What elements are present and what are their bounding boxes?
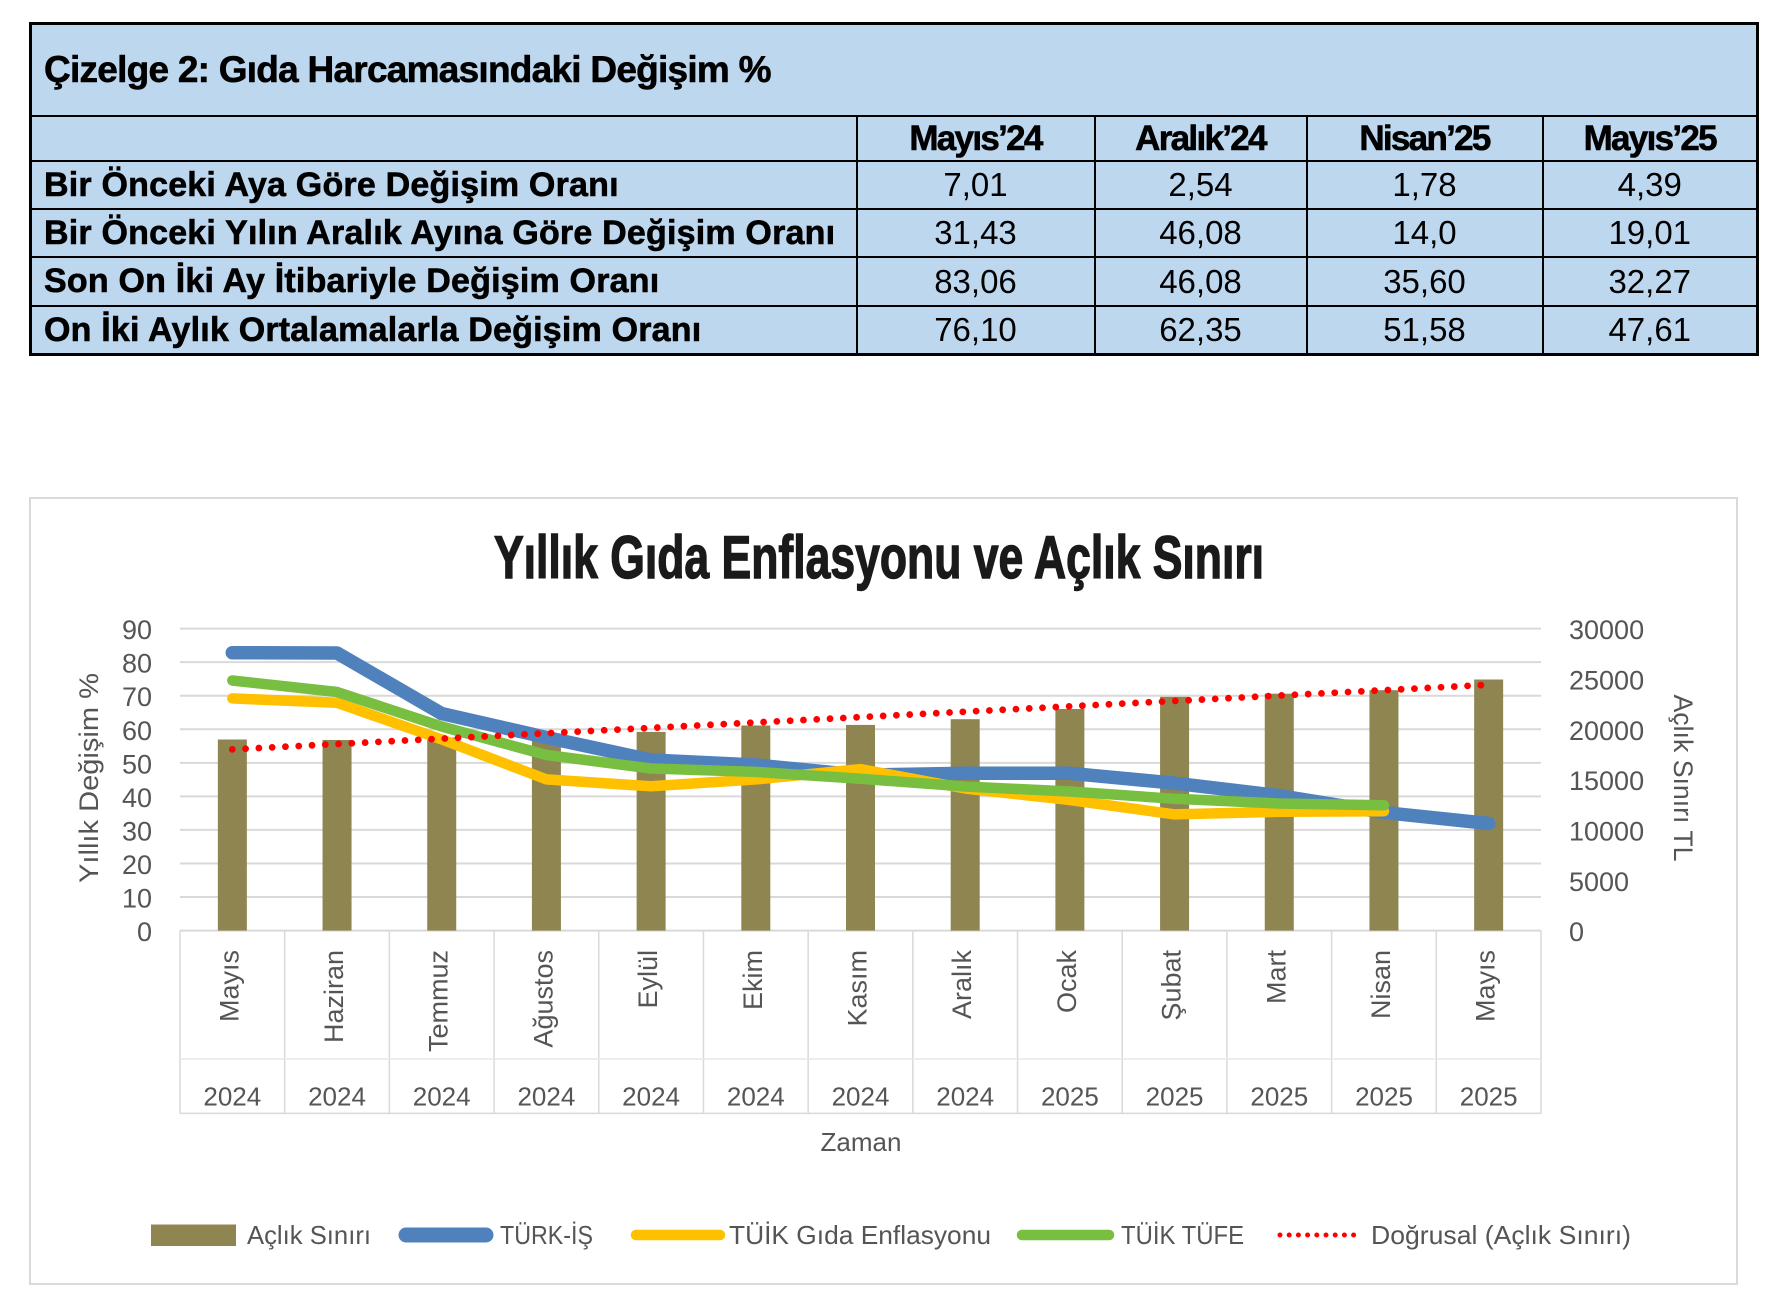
svg-text:TÜİK TÜFE: TÜİK TÜFE [1121, 1220, 1244, 1250]
svg-text:40: 40 [122, 783, 152, 813]
svg-text:TÜİK Gıda Enflasyonu: TÜİK Gıda Enflasyonu [729, 1220, 991, 1250]
svg-text:20: 20 [122, 850, 152, 880]
svg-text:Temmuz: Temmuz [424, 950, 454, 1052]
svg-text:Şubat: Şubat [1157, 950, 1187, 1021]
svg-text:Ağustos: Ağustos [528, 950, 558, 1048]
svg-text:Eylül: Eylül [633, 950, 663, 1009]
svg-text:Ekim: Ekim [738, 950, 768, 1010]
svg-text:Mayıs: Mayıs [214, 950, 244, 1022]
svg-text:Ocak: Ocak [1052, 950, 1082, 1014]
svg-text:Yıllık Gıda Enflasyonu ve Açlı: Yıllık Gıda Enflasyonu ve Açlık Sınırı [494, 524, 1264, 591]
svg-text:Nisan: Nisan [1366, 950, 1396, 1019]
svg-text:Mart: Mart [1261, 950, 1291, 1004]
svg-text:25000: 25000 [1569, 665, 1644, 695]
svg-text:15000: 15000 [1569, 766, 1644, 796]
svg-text:Yıllık Değişim %: Yıllık Değişim % [74, 673, 104, 883]
svg-text:90: 90 [122, 615, 152, 645]
svg-text:2025: 2025 [1460, 1082, 1518, 1112]
svg-text:Haziran: Haziran [319, 950, 349, 1043]
svg-text:10000: 10000 [1569, 816, 1644, 846]
svg-text:TÜRK-İŞ: TÜRK-İŞ [500, 1220, 593, 1250]
svg-text:30: 30 [122, 816, 152, 846]
svg-text:2024: 2024 [936, 1082, 994, 1112]
svg-text:10: 10 [122, 884, 152, 914]
svg-text:5000: 5000 [1569, 867, 1629, 897]
svg-text:30000: 30000 [1569, 615, 1644, 645]
svg-text:Kasım: Kasım [843, 950, 873, 1027]
svg-text:2025: 2025 [1355, 1082, 1413, 1112]
svg-text:2024: 2024 [727, 1082, 785, 1112]
svg-text:Mayıs: Mayıs [1471, 950, 1501, 1022]
svg-text:2024: 2024 [413, 1082, 471, 1112]
svg-text:2024: 2024 [517, 1082, 575, 1112]
svg-text:0: 0 [137, 917, 152, 947]
svg-text:2024: 2024 [622, 1082, 680, 1112]
svg-text:Aralık: Aralık [947, 950, 977, 1020]
svg-text:Açlık Sınırı: Açlık Sınırı [247, 1220, 371, 1250]
svg-text:2025: 2025 [1146, 1082, 1204, 1112]
svg-text:60: 60 [122, 716, 152, 746]
svg-text:2024: 2024 [203, 1082, 261, 1112]
svg-text:70: 70 [122, 682, 152, 712]
svg-text:20000: 20000 [1569, 716, 1644, 746]
svg-text:80: 80 [122, 649, 152, 679]
svg-text:2025: 2025 [1041, 1082, 1099, 1112]
svg-text:2025: 2025 [1250, 1082, 1308, 1112]
svg-text:2024: 2024 [832, 1082, 890, 1112]
svg-text:2024: 2024 [308, 1082, 366, 1112]
svg-text:0: 0 [1569, 917, 1584, 947]
svg-text:Zaman: Zaman [821, 1127, 902, 1157]
svg-text:50: 50 [122, 749, 152, 779]
svg-text:Doğrusal (Açlık Sınırı): Doğrusal (Açlık Sınırı) [1371, 1220, 1631, 1250]
svg-text:Açlık Sınırı TL: Açlık Sınırı TL [1668, 695, 1698, 862]
